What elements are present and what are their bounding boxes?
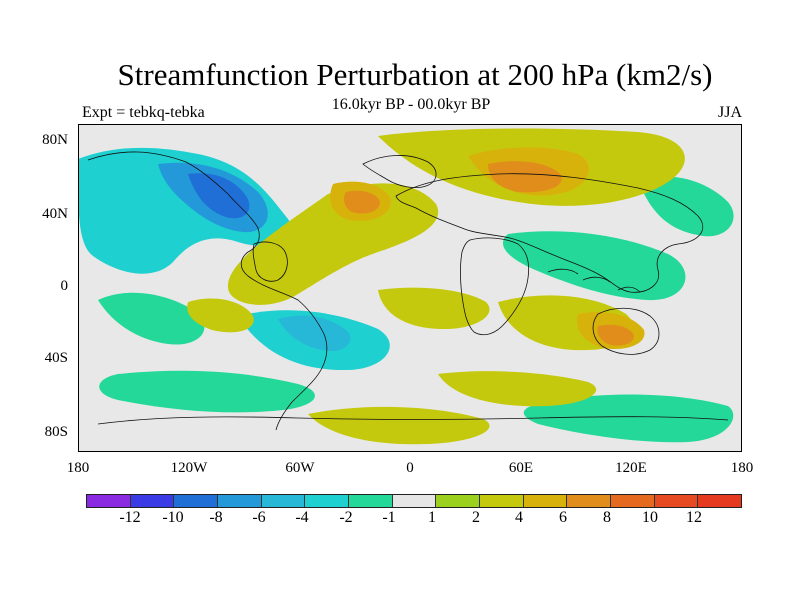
dark-orange-anomaly-area [488, 161, 562, 193]
colorbar-swatch [567, 495, 612, 507]
colorbar-swatch [87, 495, 131, 507]
africa-coastline [460, 237, 530, 336]
eurasia-coastline [395, 173, 704, 293]
experiment-label: Expt = tebkq-tebka [82, 104, 205, 121]
lat-label-80n: 80N [42, 132, 68, 148]
lon-label-60w: 60W [285, 460, 315, 476]
colorbar-label: -4 [295, 509, 309, 526]
lon-label-60e: 60E [508, 460, 534, 476]
colorbar-swatch [305, 495, 350, 507]
colorbar-swatch [349, 495, 393, 507]
gulf-coastline [252, 241, 288, 282]
americas-coastline [87, 151, 328, 431]
colorbar-label: 4 [515, 509, 523, 526]
colorbar-swatch [611, 495, 655, 507]
colorbar-swatch [261, 495, 306, 507]
colorbar-label: 2 [472, 509, 480, 526]
lat-label-40n: 40N [42, 206, 68, 222]
green-anomaly-area [523, 394, 734, 443]
chart-title: Streamfunction Perturbation at 200 hPa (… [117, 57, 713, 92]
colorbar-label: 8 [603, 509, 611, 526]
lat-label-40s: 40S [44, 350, 68, 366]
lon-label-0: 0 [406, 460, 414, 476]
chart-subtitle: 16.0kyr BP - 00.0kyr BP [331, 96, 491, 113]
australia-coastline [592, 307, 660, 355]
yellow-anomaly-area [308, 406, 490, 445]
map-frame [78, 124, 742, 452]
lat-label-0: 0 [60, 278, 69, 294]
island-coastlines [547, 268, 641, 293]
yellow-anomaly-area [227, 183, 439, 305]
lon-label-180-left: 180 [66, 460, 90, 476]
colorbar-label: -2 [339, 509, 353, 526]
lon-label-120e: 120E [615, 460, 647, 476]
lon-label-180-right: 180 [730, 460, 754, 476]
antarctica-coastline [97, 416, 729, 425]
colorbar-label: -8 [209, 509, 223, 526]
colorbar-swatch [654, 495, 699, 507]
colorbar-label: 6 [559, 509, 567, 526]
yellow-anomaly-area [378, 287, 490, 330]
deep-blue-anomaly-area [188, 173, 250, 219]
colorbar-swatch [698, 495, 742, 507]
colorbar-swatch [392, 495, 437, 507]
colorbar-swatch [130, 495, 175, 507]
yellow-anomaly-area [187, 298, 254, 333]
colorbar-label: 12 [686, 509, 702, 526]
colorbar-label: -1 [382, 509, 396, 526]
colorbar-swatch [523, 495, 568, 507]
colorbar-label: 1 [428, 509, 436, 526]
colorbar-swatch [174, 495, 219, 507]
contour-map [78, 124, 742, 452]
lon-label-120w: 120W [170, 460, 208, 476]
dark-orange-anomaly-area [344, 190, 380, 214]
greenland-coastline [362, 155, 437, 188]
colorbar-label: -12 [119, 509, 141, 526]
colorbar-swatch [436, 495, 481, 507]
colorbar-label: -10 [162, 509, 184, 526]
dark-orange-anomaly-area [597, 324, 634, 346]
lat-label-80s: 80S [44, 424, 68, 440]
blue-anomaly-area [278, 315, 351, 352]
green-anomaly-area [99, 370, 315, 413]
yellow-anomaly-area [438, 371, 597, 407]
colorbar-swatch [480, 495, 524, 507]
colorbar [86, 494, 742, 508]
season-label: JJA [717, 104, 742, 121]
colorbar-label: -6 [252, 509, 266, 526]
coastlines [87, 151, 729, 431]
green-anomaly-area [98, 292, 205, 345]
map-panel [78, 124, 742, 452]
colorbar-label: 10 [642, 509, 658, 526]
colorbar-swatch [218, 495, 262, 507]
green-anomaly-area [502, 231, 686, 301]
